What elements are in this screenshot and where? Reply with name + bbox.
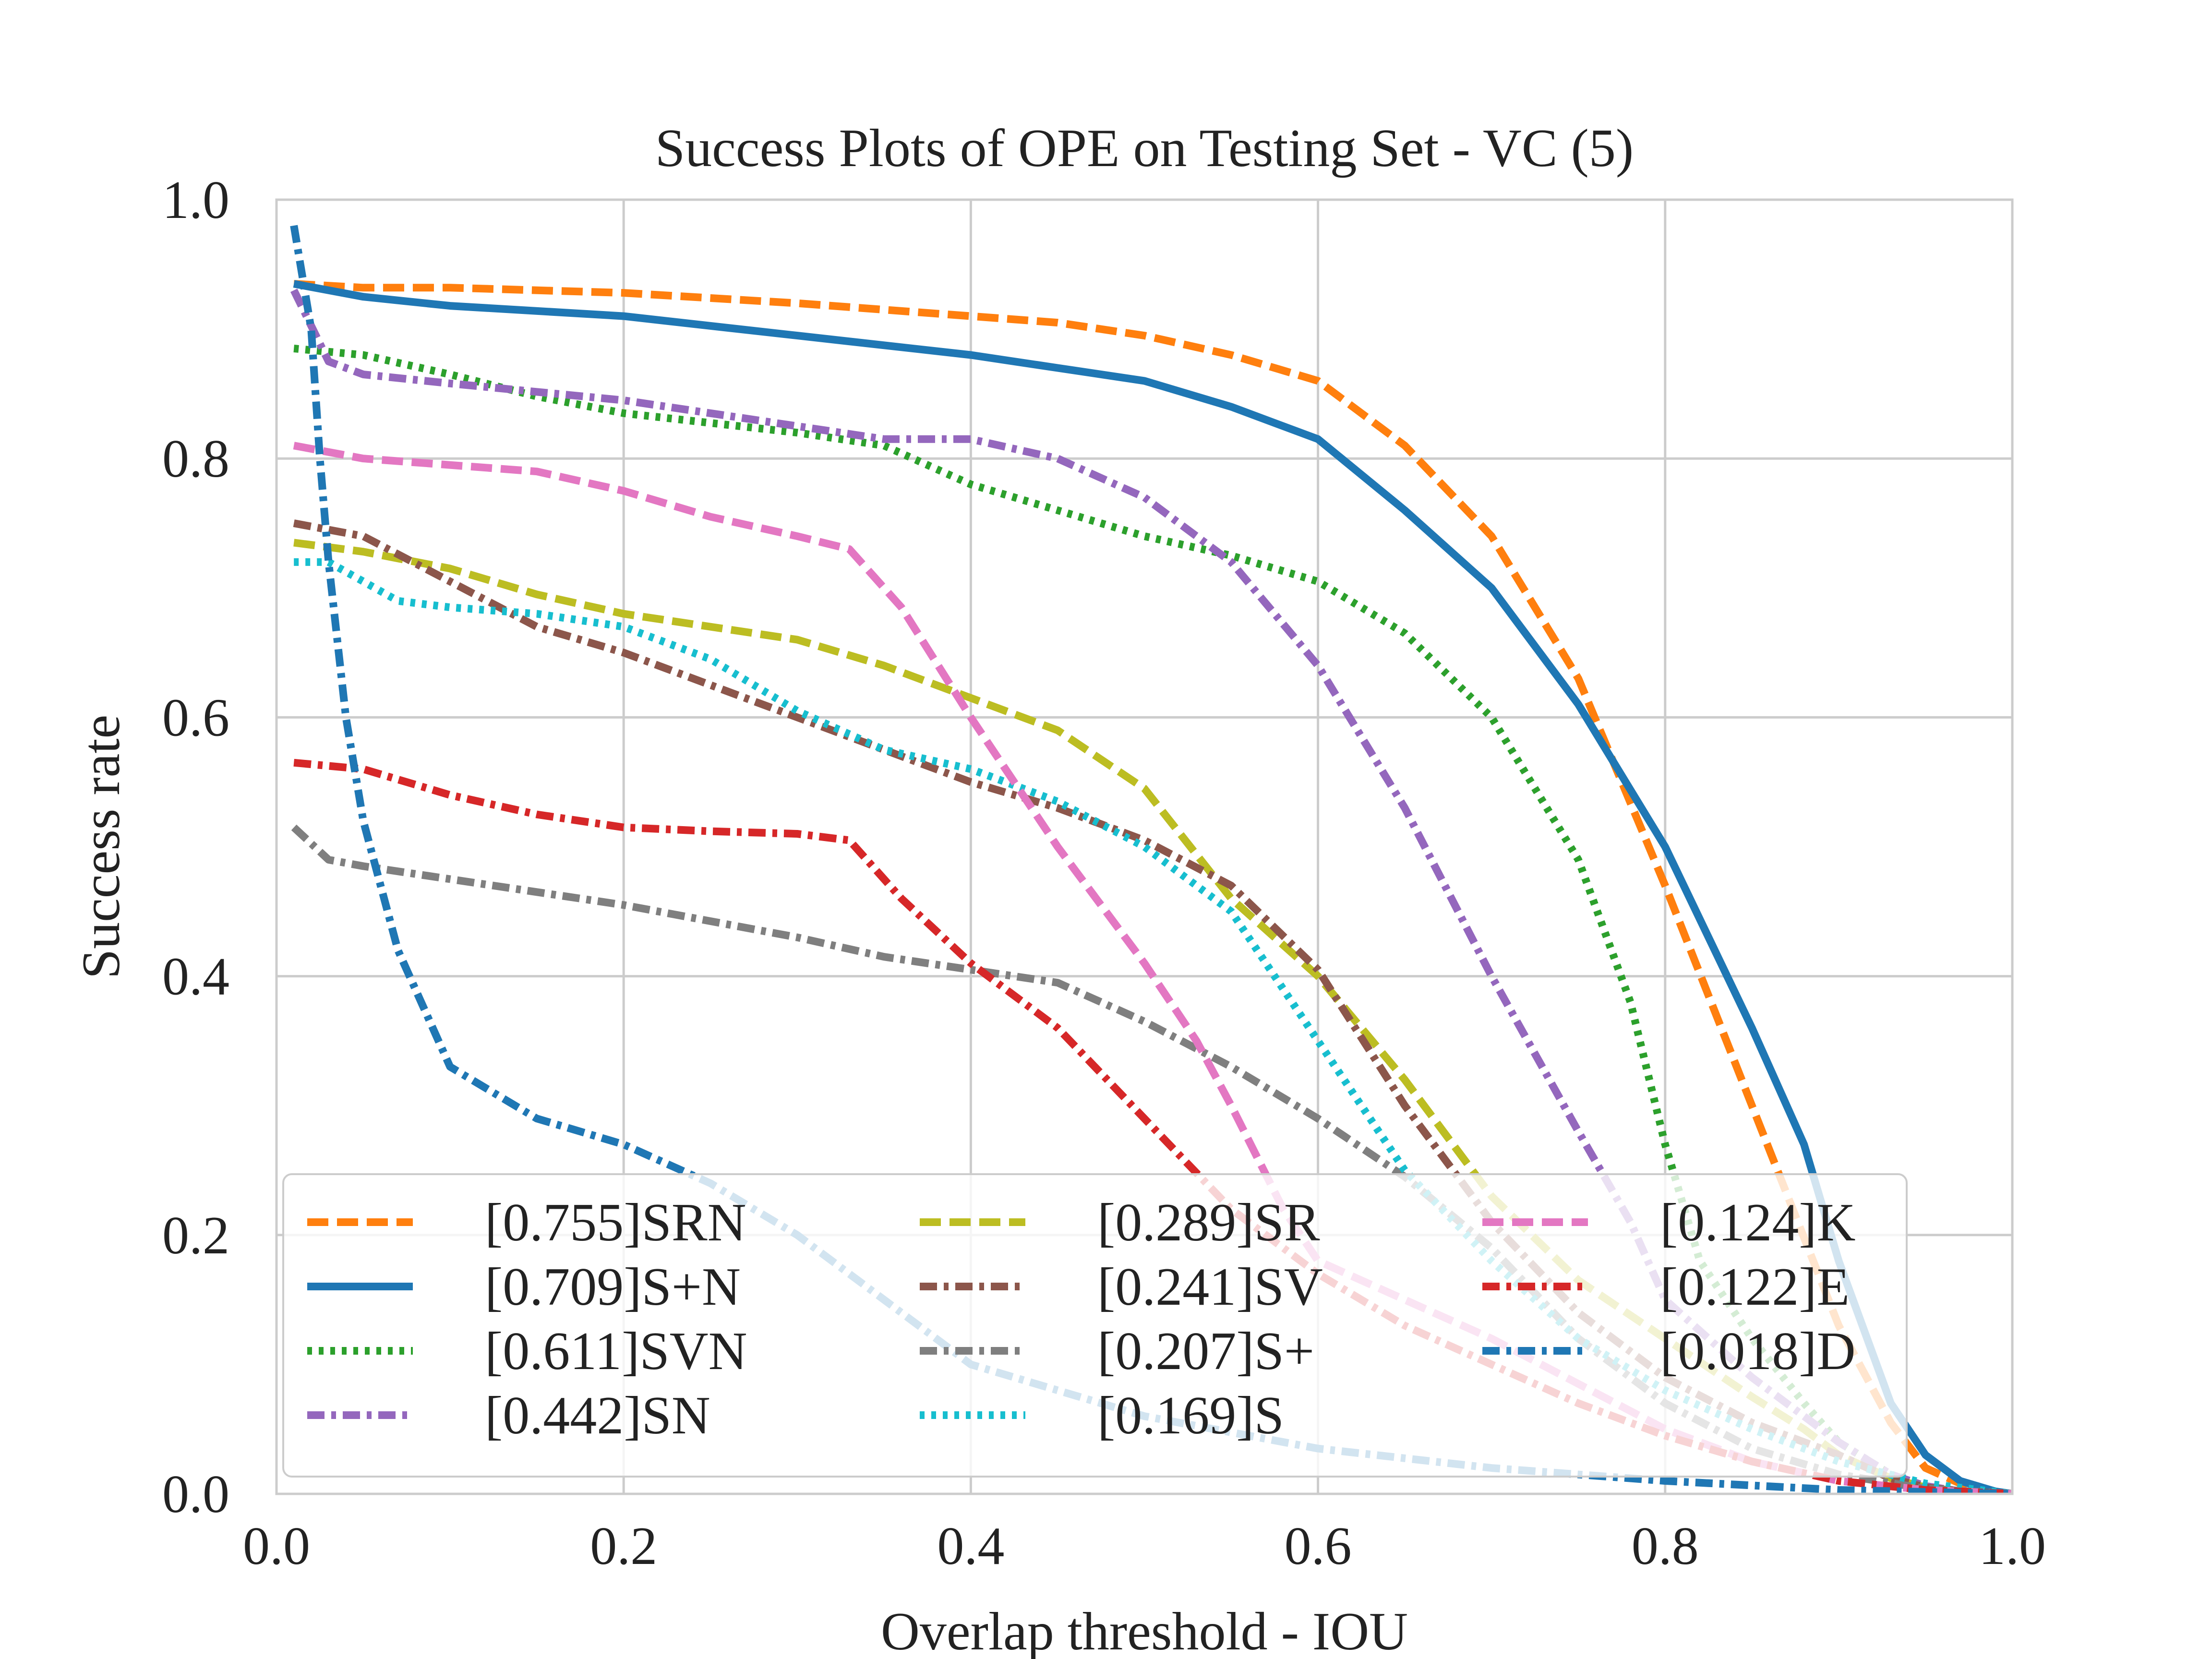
legend: [0.755]SRN[0.709]S+N[0.611]SVN[0.442]SN [… bbox=[282, 1173, 1908, 1478]
legend-entry-label: [0.442]SN bbox=[485, 1386, 710, 1445]
legend-entry-label: [0.611]SVN bbox=[485, 1322, 747, 1381]
legend-entry-label: [0.709]S+N bbox=[485, 1257, 741, 1317]
y-tick-label: 0.6 bbox=[162, 688, 229, 747]
legend-entry-label: [0.124]K bbox=[1660, 1193, 1855, 1252]
legend-entry-label: [0.289]SR bbox=[1097, 1193, 1320, 1252]
legend-entry-label: [0.169]S bbox=[1097, 1386, 1284, 1445]
x-tick-label: 0.6 bbox=[1285, 1516, 1352, 1576]
legend-entry-label: [0.241]SV bbox=[1097, 1257, 1323, 1317]
y-tick-label: 0.0 bbox=[162, 1465, 229, 1524]
y-tick-label: 1.0 bbox=[162, 170, 229, 230]
series-line-9 bbox=[293, 758, 2012, 1494]
y-tick-label: 0.8 bbox=[162, 429, 229, 489]
x-tick-label: 0.8 bbox=[1632, 1516, 1699, 1576]
legend-entry-label: [0.207]S+ bbox=[1097, 1322, 1314, 1381]
legend-frame bbox=[282, 1173, 1908, 1478]
plot-frame bbox=[275, 198, 2014, 1495]
x-tick-label: 0.4 bbox=[937, 1516, 1004, 1576]
legend-entry-label: [0.122]E bbox=[1660, 1257, 1850, 1317]
x-tick-label: 1.0 bbox=[1979, 1516, 2046, 1576]
legend-entry-label: [0.018]D bbox=[1660, 1322, 1855, 1381]
tick-labels: 0.0 0.2 0.4 0.6 0.8 1.0 0.0 0.2 0.4 0.6 0.8 1.0 bbox=[162, 170, 2046, 1576]
x-tick-label: 0.2 bbox=[590, 1516, 657, 1576]
legend-entry-label: [0.755]SRN bbox=[485, 1193, 746, 1252]
series-line-2 bbox=[293, 345, 2012, 1494]
y-axis-label: Success rate bbox=[72, 715, 131, 979]
chart-title: Success Plots of OPE on Testing Set - VC… bbox=[655, 119, 1634, 178]
series-line-5 bbox=[293, 519, 2012, 1494]
y-tick-label: 0.2 bbox=[162, 1206, 229, 1265]
y-tick-label: 0.4 bbox=[162, 947, 229, 1007]
series-line-1 bbox=[293, 280, 2012, 1494]
series-line-0 bbox=[293, 280, 2012, 1494]
x-axis-label: Overlap threshold - IOU bbox=[881, 1602, 1408, 1659]
x-tick-label: 0.0 bbox=[243, 1516, 310, 1576]
